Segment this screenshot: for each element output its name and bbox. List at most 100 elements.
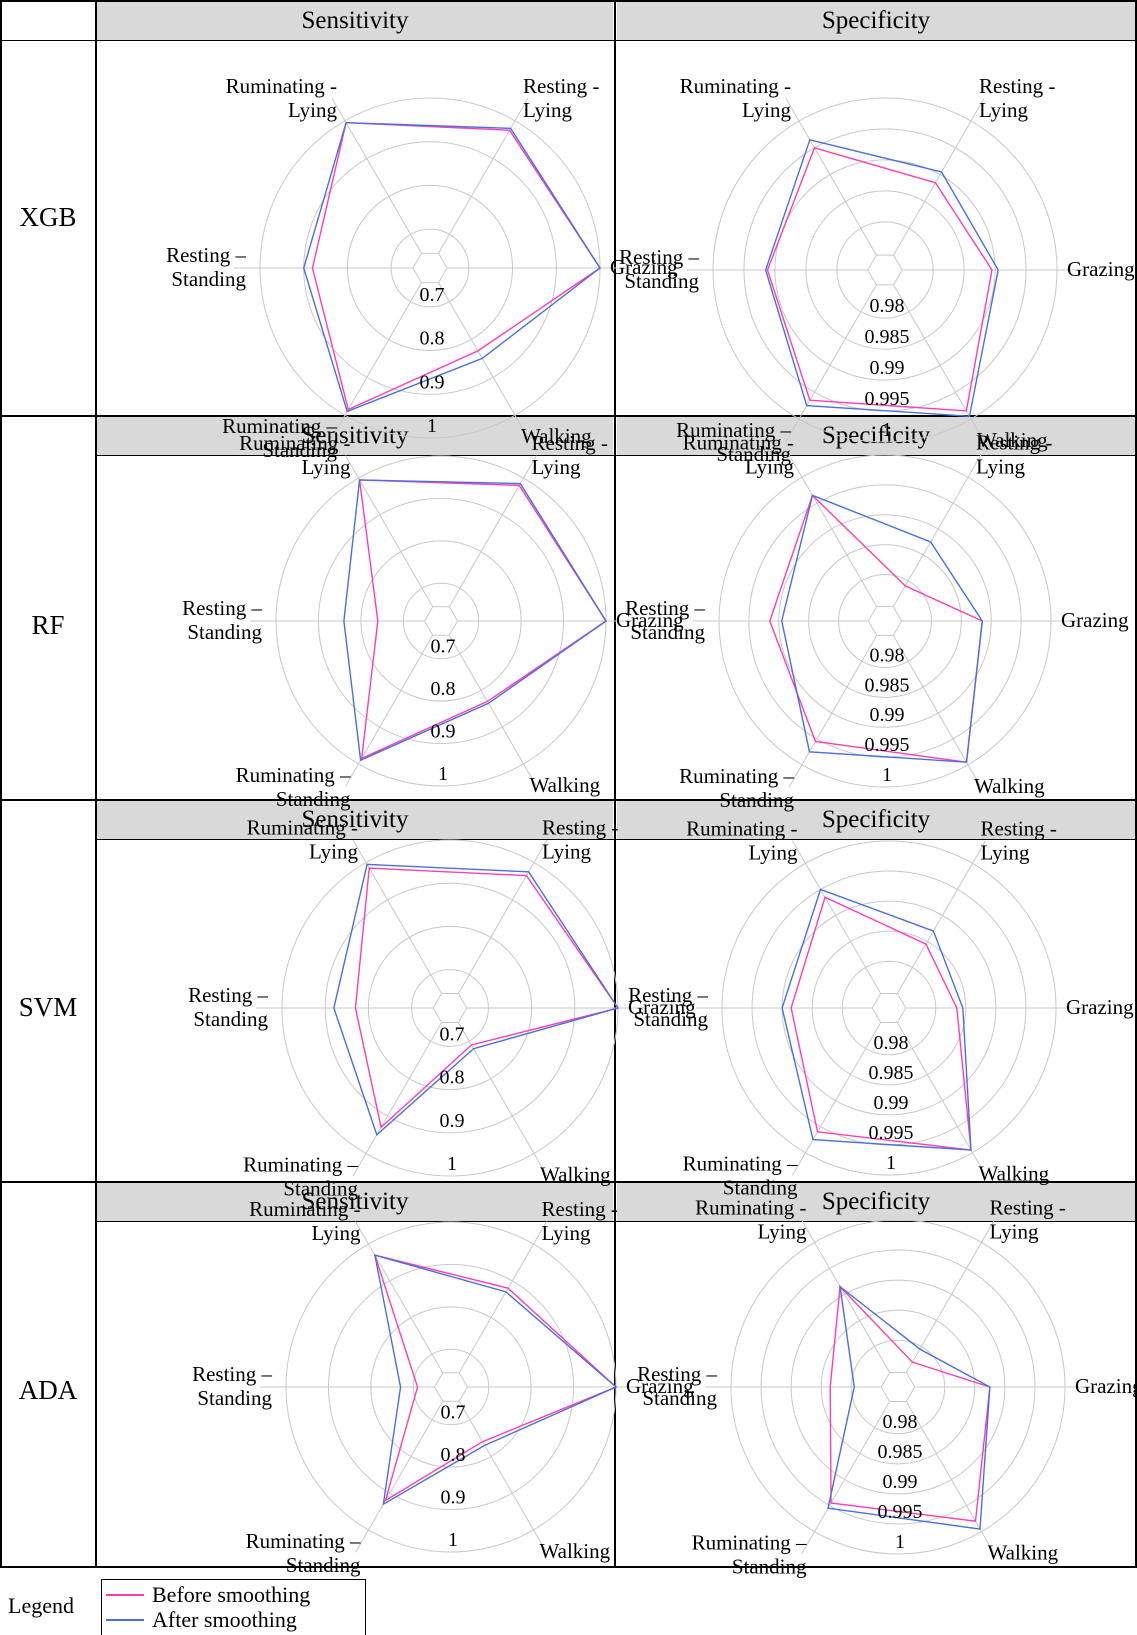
radar-center-hexagon <box>867 606 903 636</box>
radar-series-after <box>764 138 999 418</box>
radar-axis-label: Resting -Lying <box>981 816 1057 864</box>
radar-axis-label-line: Walking <box>977 428 1048 452</box>
radar-axis-label-line: Grazing <box>1075 1374 1137 1398</box>
radar-spoke <box>896 1022 986 1176</box>
radar-axis-label: Walking <box>977 428 1048 452</box>
radar-spoke <box>892 454 982 607</box>
radar-tick-label: 0.985 <box>865 326 910 348</box>
radar-axis-label-line: Standing <box>732 1555 807 1579</box>
radar-tick-label: 0.7 <box>440 1023 465 1045</box>
radar-series-after <box>781 494 983 763</box>
radar-axis-label-line: Walking <box>530 773 601 797</box>
radar-axis-label: Resting – Standing <box>625 596 705 644</box>
radar-tick-label: 0.995 <box>878 1501 923 1523</box>
radar-tick-label: 0.98 <box>870 644 905 666</box>
radar-center-hexagon <box>433 1372 469 1402</box>
radar-axis-label: Walking <box>540 1162 611 1186</box>
radar-axis-label-line: Ruminating - <box>226 74 337 98</box>
legend-label-before: Before smoothing <box>152 1582 311 1607</box>
radar-axis-label-line: Resting - <box>979 74 1055 98</box>
radar-axis-label: Grazing <box>616 608 684 632</box>
table-border-top <box>0 0 1137 2</box>
legend: Before smoothing After smoothing <box>101 1579 366 1635</box>
radar-axis-label-line: Resting – <box>166 243 246 267</box>
radar-center-hexagon <box>423 606 459 636</box>
radar-axis-label: Walking <box>979 1162 1050 1186</box>
radar-spoke <box>792 1022 882 1176</box>
radar-spoke <box>905 1401 995 1555</box>
radar-axis-label-line: Ruminating - <box>247 816 358 840</box>
table-line <box>96 839 1137 840</box>
radar-axis-label: Ruminating – Standing <box>236 763 351 811</box>
radar-axis-label: Grazing <box>610 255 678 279</box>
header-sensitivity-ada: Sensitivity <box>97 1183 613 1221</box>
radar-axis-label-line: Resting - <box>542 1197 618 1221</box>
table-border-bottom <box>0 1566 1137 1568</box>
radar-axis-label-line: Resting – <box>625 596 705 620</box>
radar-tick-label: 1 <box>895 1531 905 1553</box>
header-specificity-svm: Specificity <box>617 801 1135 839</box>
radar-spoke <box>788 454 878 607</box>
radar-axis-label-line: Resting - <box>976 430 1052 454</box>
row-label-xgb: XGB <box>19 202 77 232</box>
radar-tick-label: 0.8 <box>441 1444 466 1466</box>
radar-axis-label: Ruminating – Standing <box>683 1152 798 1200</box>
row-label-svm: SVM <box>18 992 78 1022</box>
radar-axis-label-line: Lying <box>523 98 573 122</box>
radar-axis-label-line: Walking <box>540 1162 611 1186</box>
radar-axis-label-line: Resting – <box>637 1362 717 1386</box>
radar-axis-label-line: Resting – <box>619 245 699 269</box>
table-line <box>0 40 1137 41</box>
radar-tick-label: 0.9 <box>440 1110 465 1132</box>
legend-item-before: Before smoothing <box>102 1582 362 1608</box>
table-border-right <box>1135 0 1137 1568</box>
radar-tick-label: 1 <box>447 1153 457 1175</box>
radar-axis-label-line: Lying <box>976 454 1026 478</box>
radar-tick-label: 0.9 <box>431 721 456 743</box>
radar-axis-label-line: Ruminating – <box>692 1531 807 1555</box>
radar-axis-label-line: Walking <box>979 1162 1050 1186</box>
radar-axis-label-line: Resting – <box>192 1362 272 1386</box>
radar-axis-label-line: Standing <box>187 620 262 644</box>
radar-spoke <box>438 98 529 254</box>
radar-axis-label: Resting -Lying <box>990 1195 1066 1243</box>
radar-axis-label-line: Ruminating - <box>695 1195 806 1219</box>
radar-tick-label: 0.985 <box>865 674 910 696</box>
radar-axis-label: Ruminating – Standing <box>246 1529 361 1577</box>
table-line <box>0 1181 1137 1183</box>
radar-tick-label: 0.995 <box>865 734 910 756</box>
radar-series-before <box>766 147 993 412</box>
radar-axis-label-line: Ruminating – <box>683 1152 798 1176</box>
radar-axis-label-line: Lying <box>757 1219 807 1243</box>
radar-spoke <box>458 1221 547 1373</box>
radar-axis-label: Ruminating -Lying <box>226 74 338 122</box>
radar-tick-label: 0.9 <box>420 371 445 393</box>
radar-axis-label-line: Grazing <box>1067 257 1135 281</box>
radar-panel-xgb-specificity: 0.98 0.985 0.99 0.995 1 Grazing Resting -Lying… <box>617 42 1135 466</box>
radar-spoke <box>801 1219 891 1373</box>
radar-axis-label: Ruminating -Lying <box>683 430 795 478</box>
radar-spoke <box>788 635 878 788</box>
row-label-ada: ADA <box>18 1375 78 1405</box>
radar-spoke <box>448 455 537 607</box>
radar-axis-label-line: Lying <box>990 1219 1040 1243</box>
radar-axis-label: Ruminating -Lying <box>239 431 351 479</box>
radar-axis-label-line: Lying <box>979 98 1029 122</box>
radar-axis-label-line: Standing <box>262 438 337 462</box>
radar-tick-label: 0.985 <box>878 1441 923 1463</box>
radar-spoke <box>352 839 443 994</box>
radar-spoke <box>893 98 985 256</box>
radar-axis-label-line: Lying <box>542 840 592 864</box>
radar-axis-label: Grazing <box>1067 257 1135 281</box>
radar-tick-label: 1 <box>882 764 892 786</box>
radar-axis-label-line: Ruminating - <box>249 1197 360 1221</box>
radar-axis-label: Resting – Standing <box>192 1362 272 1410</box>
radar-axis-label-line: Standing <box>283 1176 358 1200</box>
radar-axis-label-line: Ruminating – <box>676 418 791 442</box>
radar-axis-label: Ruminating -Lying <box>680 74 792 122</box>
radar-axis-label: Ruminating – Standing <box>692 1531 807 1579</box>
